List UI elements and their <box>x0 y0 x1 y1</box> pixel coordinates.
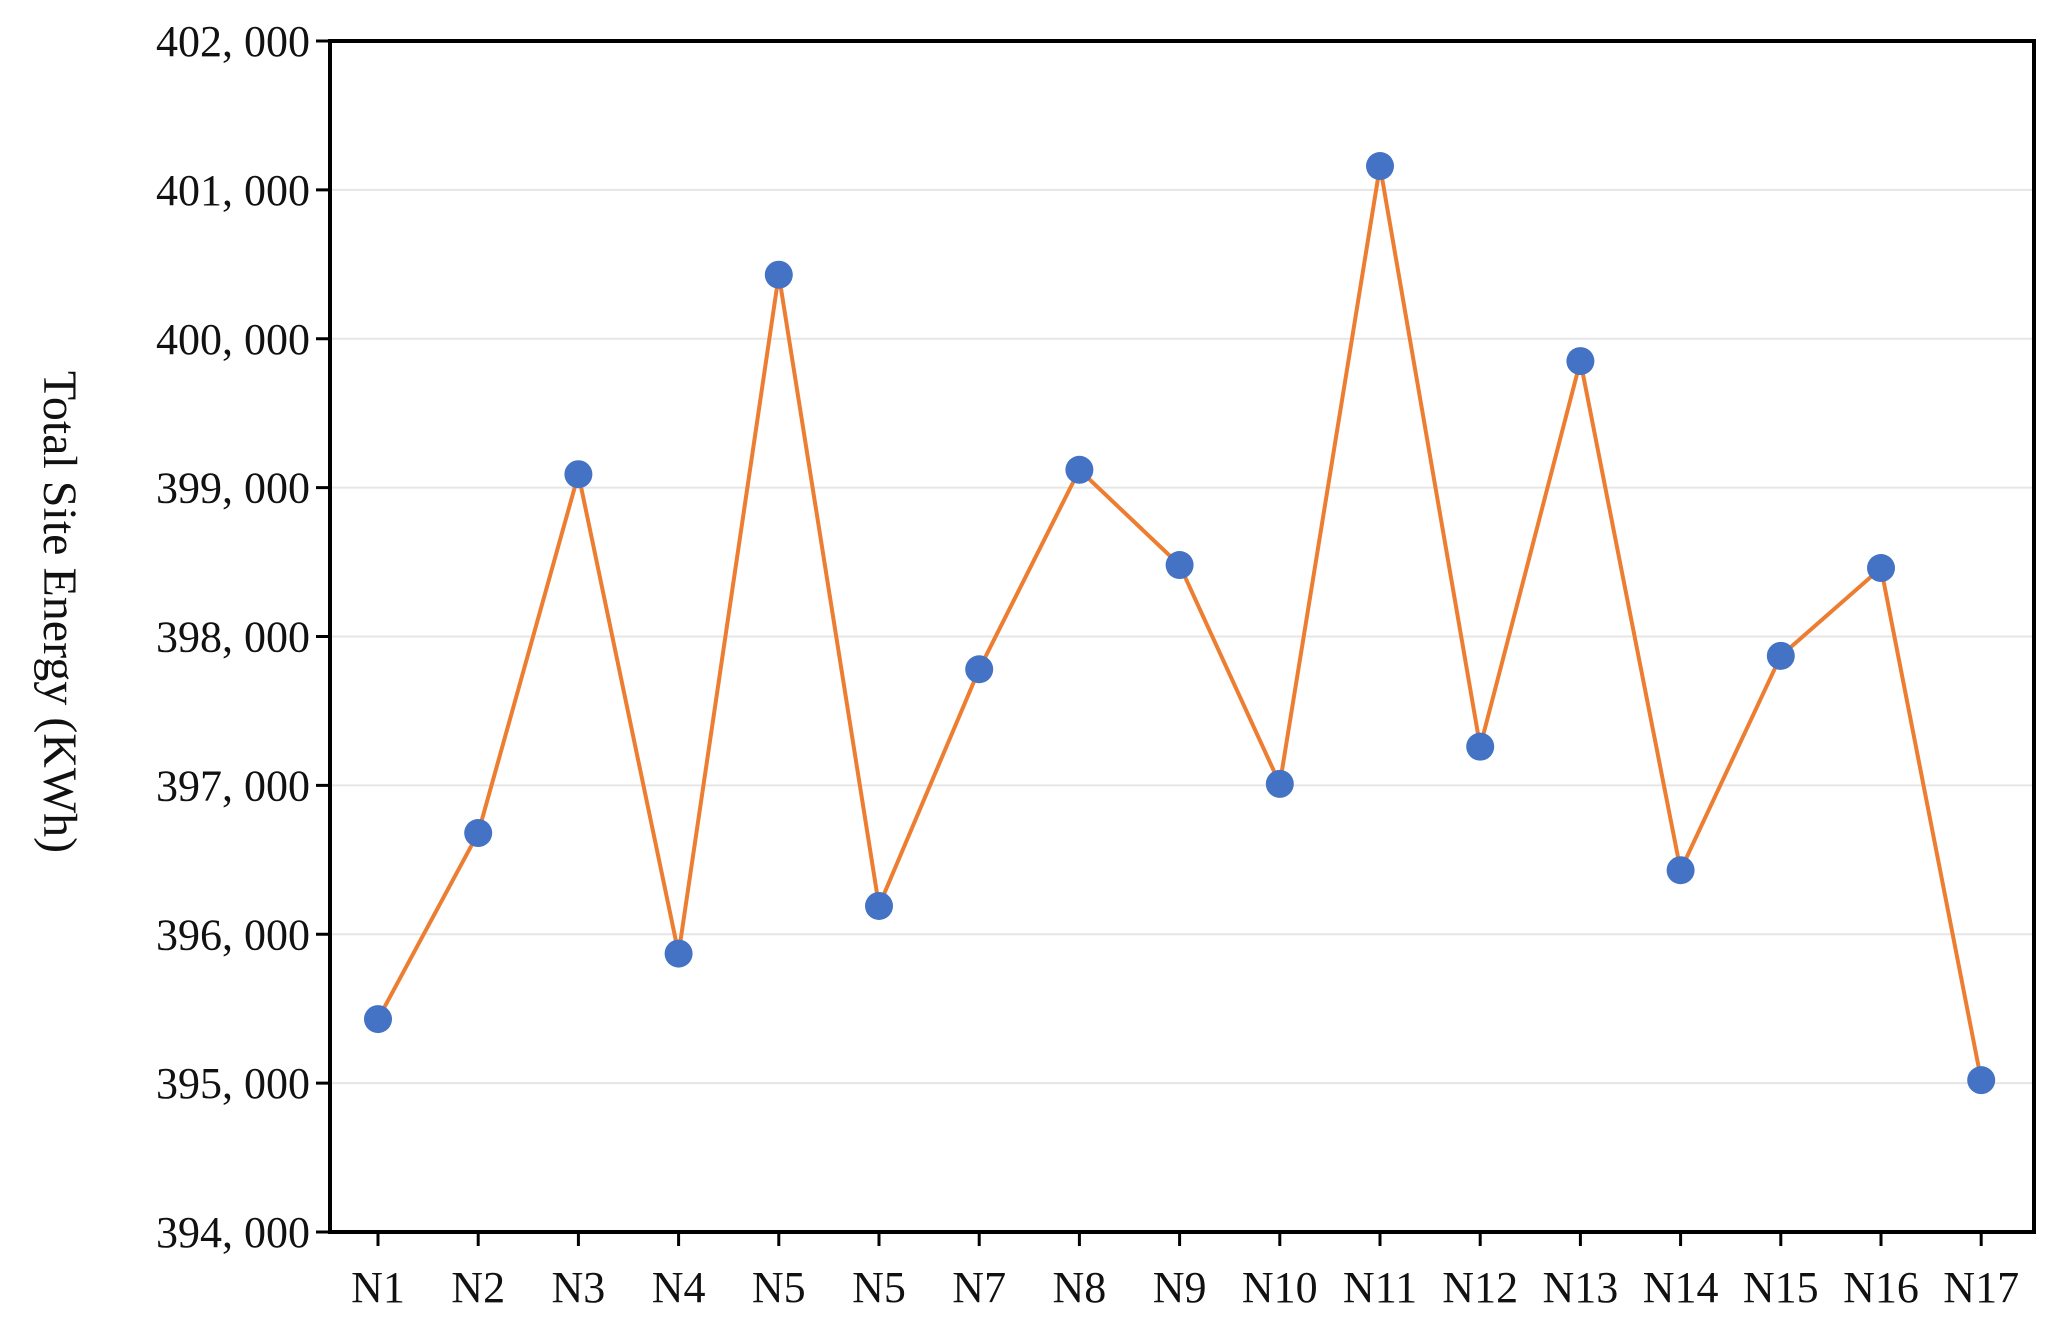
series <box>364 152 1996 1095</box>
x-tick-label: N11 <box>1343 1263 1417 1312</box>
x-tick-label: N15 <box>1743 1263 1819 1312</box>
series-line <box>376 165 1984 1081</box>
data-point <box>364 1005 392 1034</box>
x-tick-label: N5 <box>852 1263 906 1312</box>
gridlines <box>330 188 2034 1085</box>
data-point <box>1967 1066 1996 1095</box>
data-point <box>1666 856 1695 885</box>
y-tick-label: 402, 000 <box>156 17 310 66</box>
data-point <box>1366 152 1394 181</box>
data-point <box>1065 455 1094 484</box>
data-point <box>1867 554 1895 583</box>
data-point <box>464 819 493 848</box>
data-point <box>1165 551 1194 580</box>
x-axis-ticks: N1 N2 N3 N4 N5 N5 N7 N8 N9 N10 N11 N12 N13 N14 N15 N16 N… <box>351 1232 2019 1312</box>
data-point <box>564 460 593 489</box>
x-tick-label: N17 <box>1943 1263 2019 1312</box>
x-tick-label: N14 <box>1643 1263 1719 1312</box>
y-tick-label: 398, 000 <box>156 613 310 662</box>
y-tick-label: 394, 000 <box>156 1208 310 1257</box>
y-tick-label: 400, 000 <box>156 315 310 364</box>
y-axis-ticks: 394, 000 395, 000 396, 000 397, 000 398, 000… <box>156 17 330 1257</box>
y-tick-label: 396, 000 <box>156 910 310 959</box>
x-tick-label: N5 <box>752 1263 806 1312</box>
x-tick-label: N1 <box>351 1263 405 1312</box>
data-point <box>664 939 693 968</box>
x-tick-label: N3 <box>552 1263 606 1312</box>
data-point <box>965 655 994 684</box>
y-tick-label: 395, 000 <box>156 1059 310 1108</box>
x-tick-label: N2 <box>451 1263 505 1312</box>
y-tick-label: 399, 000 <box>156 464 310 513</box>
x-tick-label: N12 <box>1442 1263 1518 1312</box>
data-point <box>1265 769 1294 798</box>
x-tick-label: N10 <box>1242 1263 1318 1312</box>
x-tick-label: N8 <box>1053 1263 1107 1312</box>
x-tick-label: N13 <box>1543 1263 1619 1312</box>
x-tick-label: N9 <box>1153 1263 1207 1312</box>
y-tick-label: 401, 000 <box>156 166 310 215</box>
data-point <box>1566 347 1595 376</box>
data-point <box>1466 732 1495 761</box>
y-tick-label: 397, 000 <box>156 761 310 810</box>
x-tick-label: N4 <box>652 1263 706 1312</box>
x-tick-label: N7 <box>952 1263 1006 1312</box>
data-point <box>1766 641 1795 670</box>
y-axis-title: Total Site Energy (KWh) <box>33 371 86 853</box>
data-point <box>764 260 793 289</box>
x-tick-label: N16 <box>1843 1263 1919 1312</box>
data-point <box>865 891 893 920</box>
